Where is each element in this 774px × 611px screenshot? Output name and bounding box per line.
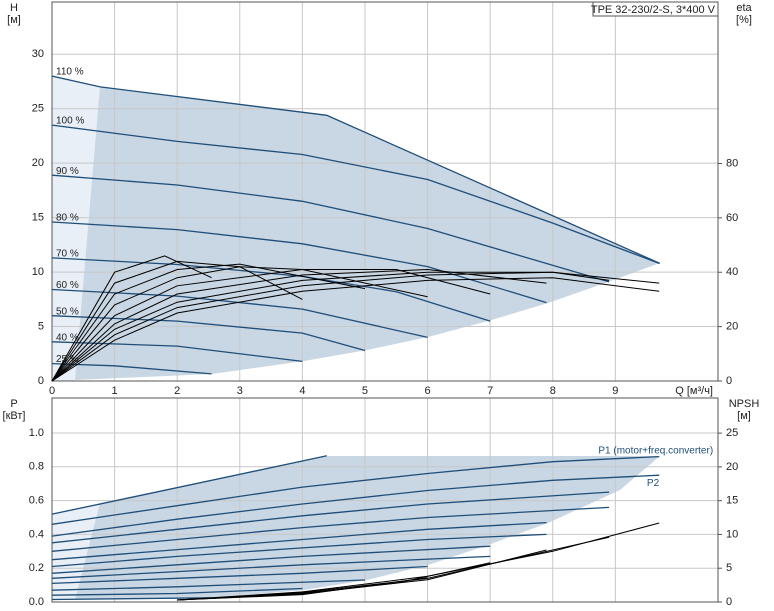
y2-tick-label: 40	[726, 266, 738, 278]
y-axis-label: H	[10, 2, 18, 14]
x-tick-label: 3	[237, 385, 243, 397]
curve	[51, 555, 491, 579]
curve	[51, 174, 610, 283]
curve	[51, 455, 660, 525]
y2-tick-label: 15	[726, 495, 738, 507]
y-tick-label: 20	[32, 157, 44, 169]
curve	[51, 533, 547, 568]
plot-frame	[51, 1, 719, 382]
curve	[51, 597, 212, 601]
y2-tick-label: 25	[726, 427, 738, 439]
y2-axis-label: [%]	[736, 14, 752, 26]
chart-layer: 0 1 2 3 4 5 6 7 8 9051015202530020406080H[м]eta[%…	[3, 1, 760, 608]
y2-tick-label: 80	[726, 157, 738, 169]
y-tick-label: 0.2	[29, 562, 44, 574]
curve	[51, 271, 610, 382]
y-axis-label: [кВт]	[3, 410, 26, 422]
operating-area-edge	[52, 503, 100, 600]
x-tick-label: 1	[112, 385, 118, 397]
curve	[51, 315, 366, 352]
curve-label: 40 %	[56, 332, 79, 343]
curve	[51, 277, 660, 382]
curve	[51, 255, 212, 382]
x-tick-label: 2	[174, 385, 180, 397]
x-tick-label: 6	[425, 385, 431, 397]
curve	[51, 565, 428, 585]
curve-label: 90 %	[56, 166, 79, 177]
y-tick-label: 0.4	[29, 528, 44, 540]
curve	[51, 263, 366, 382]
curve	[51, 221, 547, 304]
y2-tick-label: 20	[726, 321, 738, 333]
y-tick-label: 0.6	[29, 494, 44, 506]
curve	[51, 269, 491, 382]
y2-tick-label: 0	[726, 375, 732, 387]
curve-label: 70 %	[56, 249, 79, 260]
curve-label: 80 %	[56, 213, 79, 224]
curve-label: P2	[647, 478, 660, 489]
curve	[51, 266, 428, 382]
y-tick-label: 0	[38, 375, 44, 387]
x-tick-label: 5	[362, 385, 368, 397]
y-tick-label: 0.0	[29, 596, 44, 608]
y2-tick-label: 5	[726, 562, 732, 574]
operating-area	[52, 456, 660, 600]
y2-axis-label: NPSH	[729, 398, 760, 410]
operating-area-edge	[52, 75, 100, 381]
y-tick-label: 10	[32, 266, 44, 278]
x-tick-label: 8	[550, 385, 556, 397]
y-tick-label: 15	[32, 212, 44, 224]
y2-tick-label: 20	[726, 461, 738, 473]
y-tick-label: 0.8	[29, 461, 44, 473]
y-tick-label: 30	[32, 48, 44, 60]
curve	[51, 474, 660, 537]
curve-label: 50 %	[56, 306, 79, 317]
plot-frame	[51, 397, 719, 603]
y2-axis-label: [м]	[737, 410, 751, 422]
curve	[51, 521, 547, 561]
x-tick-label: 4	[299, 385, 305, 397]
curve	[51, 124, 660, 265]
operating-area	[52, 75, 660, 381]
curve-label: 110 %	[56, 67, 84, 78]
y2-tick-label: 60	[726, 212, 738, 224]
curve-label: P1 (motor+freq.converter)	[598, 445, 713, 456]
y-axis-label: [м]	[7, 14, 21, 26]
x-tick-label: 9	[612, 385, 618, 397]
curve-label: 60 %	[56, 280, 79, 291]
y2-axis-label: eta	[736, 2, 752, 14]
curve	[51, 491, 610, 544]
curve	[51, 545, 491, 574]
y2-tick-label: 10	[726, 528, 738, 540]
y-tick-label: 1.0	[29, 427, 44, 439]
y-tick-label: 5	[38, 320, 44, 332]
x-tick-label: 7	[487, 385, 493, 397]
curve	[51, 268, 547, 382]
curve	[51, 455, 327, 515]
y-tick-label: 25	[32, 103, 44, 115]
title-box	[592, 1, 719, 17]
x-tick-label: 0	[49, 385, 55, 397]
curve	[51, 506, 610, 552]
curve	[51, 75, 661, 264]
y-axis-label: P	[10, 398, 17, 410]
curve	[51, 587, 303, 596]
curve	[177, 577, 428, 601]
y2-tick-label: 0	[726, 596, 732, 608]
chart-title: TPE 32-230/2-S, 3*400 V	[591, 4, 716, 16]
curve-label: 100 %	[56, 116, 84, 127]
x-axis-label: Q [м³/ч]	[675, 385, 713, 397]
curve	[51, 579, 366, 591]
